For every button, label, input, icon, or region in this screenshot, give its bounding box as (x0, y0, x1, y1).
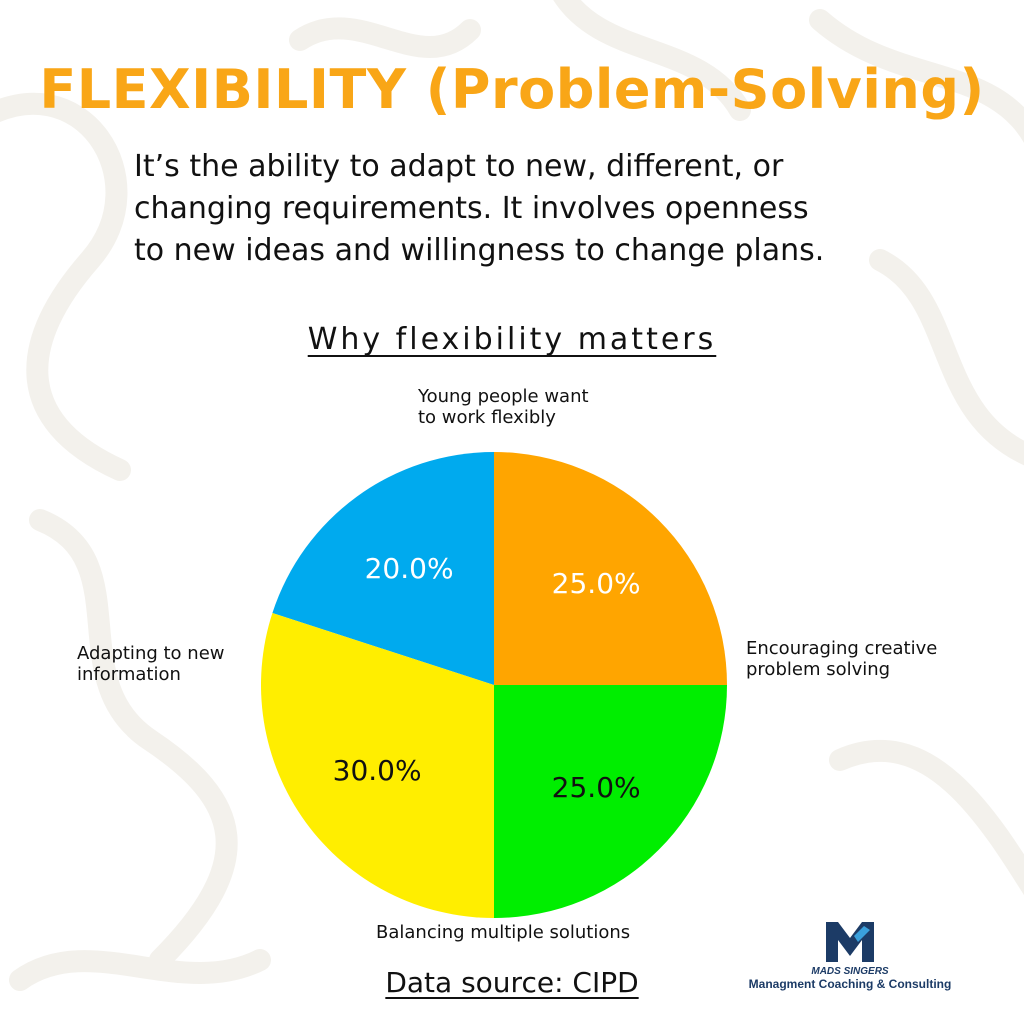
pie-slice (494, 685, 727, 918)
headline: FLEXIBILITY (Problem-Solving) (39, 58, 985, 121)
description-text: It’s the ability to adapt to new, differ… (134, 149, 825, 268)
slice-category-label: Young people want to work flexibly (418, 386, 589, 428)
slice-value-label: 25.0% (552, 771, 641, 804)
data-source: Data source: CIPD (0, 966, 1024, 999)
pie-slice (272, 452, 494, 685)
pie-slice (494, 452, 727, 685)
slice-value-label: 25.0% (552, 567, 641, 600)
slice-value-label: 30.0% (333, 754, 422, 787)
slice-value-label: 20.0% (365, 552, 454, 585)
slice-category-label: Balancing multiple solutions (376, 922, 631, 943)
slice-category-label: Encouraging creative problem solving (746, 638, 938, 680)
logo-tagline: Managment Coaching & Consulting (748, 977, 952, 991)
slice-category-label: Adapting to new information (77, 643, 225, 685)
chart-title-text: Why flexibility matters (307, 322, 717, 357)
chart-title: Why flexibility matters (0, 322, 1024, 357)
logo-name: MADS SINGERS (811, 966, 889, 977)
brand-logo: MADS SINGERS Managment Coaching & Consul… (740, 920, 960, 991)
m-logo-icon (826, 922, 874, 962)
data-source-text: Data source: CIPD (385, 966, 639, 999)
pie-slice (260, 612, 494, 918)
